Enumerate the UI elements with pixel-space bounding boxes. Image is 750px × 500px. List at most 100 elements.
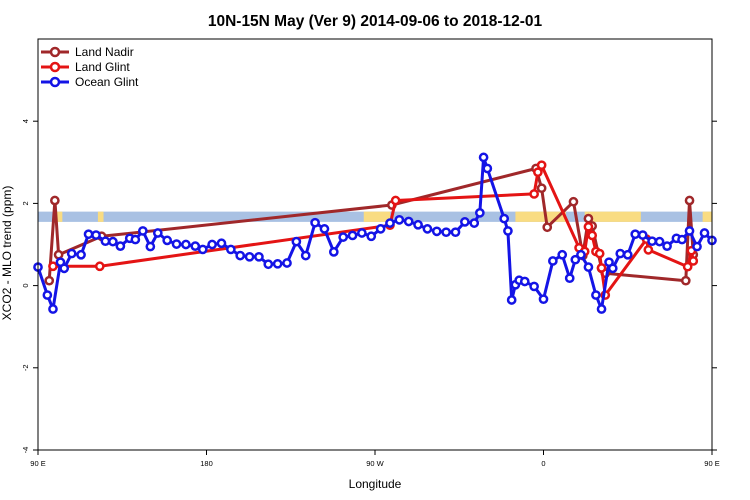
data-point bbox=[145, 241, 156, 252]
data-point bbox=[66, 248, 77, 259]
data-point bbox=[291, 236, 302, 247]
y-axis-label: XCO2 - MLO trend (ppm) bbox=[0, 186, 14, 321]
data-point bbox=[538, 294, 549, 305]
data-point bbox=[282, 258, 292, 268]
data-point bbox=[310, 217, 320, 228]
legend-marker bbox=[49, 46, 61, 58]
data-point bbox=[482, 163, 493, 174]
x-axis: 90 E 180 90 W 0 90 E bbox=[30, 450, 720, 468]
data-point bbox=[390, 195, 401, 206]
data-point bbox=[375, 224, 386, 234]
data-point bbox=[596, 304, 607, 314]
data-point bbox=[587, 230, 598, 241]
data-point bbox=[529, 189, 539, 199]
land-band-segment bbox=[97, 211, 104, 222]
data-point bbox=[216, 238, 227, 249]
data-point bbox=[682, 261, 693, 272]
data-point bbox=[699, 228, 710, 238]
data-point bbox=[385, 218, 395, 228]
data-point bbox=[225, 244, 236, 255]
x-tick-label: 90 E bbox=[704, 459, 719, 468]
x-tick-label: 180 bbox=[200, 459, 213, 468]
data-point bbox=[357, 228, 367, 238]
data-point bbox=[181, 239, 191, 250]
data-point bbox=[394, 214, 405, 225]
data-point bbox=[431, 226, 442, 237]
y-tick-label: 0 bbox=[21, 284, 30, 288]
data-point bbox=[44, 275, 55, 286]
data-point bbox=[137, 226, 148, 236]
data-point bbox=[422, 224, 433, 234]
data-point bbox=[366, 231, 377, 242]
y-axis: -4 -2 0 2 4 bbox=[21, 119, 717, 453]
land-ocean-band bbox=[38, 211, 712, 222]
data-point bbox=[662, 241, 672, 251]
data-point bbox=[568, 196, 579, 207]
data-point bbox=[59, 263, 70, 274]
data-point bbox=[533, 167, 543, 178]
legend-marker bbox=[49, 61, 61, 73]
land-band-segment bbox=[702, 211, 712, 222]
data-point bbox=[688, 256, 699, 266]
data-point bbox=[570, 254, 581, 265]
data-point bbox=[622, 249, 633, 260]
data-point bbox=[684, 226, 695, 236]
legend-marker bbox=[49, 76, 61, 88]
data-point bbox=[50, 195, 60, 206]
data-point bbox=[478, 152, 489, 163]
plot-frame bbox=[37, 38, 713, 451]
data-point bbox=[403, 216, 414, 227]
data-point bbox=[529, 281, 539, 292]
data-point bbox=[254, 251, 264, 262]
data-point bbox=[130, 234, 141, 245]
data-point bbox=[48, 261, 58, 272]
data-point bbox=[162, 235, 173, 246]
data-point bbox=[548, 256, 558, 266]
data-point bbox=[413, 219, 423, 230]
x-axis-label: Longitude bbox=[349, 477, 402, 491]
data-point bbox=[564, 273, 575, 284]
data-point bbox=[190, 241, 201, 251]
y-tick-label: -2 bbox=[21, 364, 30, 371]
x-tick-label: 90 E bbox=[30, 459, 45, 468]
data-point bbox=[450, 227, 461, 238]
data-point bbox=[576, 249, 586, 260]
data-point bbox=[647, 236, 657, 247]
data-point bbox=[244, 251, 255, 262]
x-tick-label: 0 bbox=[541, 459, 545, 468]
data-point bbox=[684, 195, 695, 206]
data-point bbox=[235, 250, 246, 261]
data-point bbox=[503, 226, 513, 236]
series-ocean-glint bbox=[33, 152, 717, 314]
data-point bbox=[42, 290, 53, 300]
land-band-segment bbox=[515, 211, 566, 222]
data-point bbox=[557, 249, 568, 260]
y-tick-label: 2 bbox=[21, 201, 30, 205]
chart-title: 10N-15N May (Ver 9) 2014-09-06 to 2018-1… bbox=[208, 13, 543, 30]
data-point bbox=[53, 249, 64, 260]
data-point bbox=[197, 244, 208, 255]
data-point bbox=[469, 218, 480, 228]
data-point bbox=[100, 236, 111, 247]
land-band-segment bbox=[363, 211, 390, 222]
data-point bbox=[263, 259, 274, 270]
data-point bbox=[171, 239, 182, 249]
data-point bbox=[583, 262, 594, 272]
y-tick-label: 4 bbox=[21, 119, 30, 123]
data-point bbox=[48, 304, 58, 314]
data-point bbox=[654, 236, 665, 247]
data-point bbox=[542, 222, 553, 233]
data-point bbox=[591, 290, 601, 300]
data-point bbox=[94, 261, 105, 272]
data-point bbox=[83, 229, 94, 240]
data-point bbox=[115, 241, 126, 251]
data-point bbox=[692, 241, 702, 252]
data-point bbox=[499, 213, 510, 224]
land-band-segment bbox=[52, 211, 63, 222]
series-layer bbox=[33, 152, 717, 314]
legend-label: Ocean Glint bbox=[75, 75, 139, 89]
data-point bbox=[607, 263, 618, 274]
data-point bbox=[460, 217, 470, 227]
